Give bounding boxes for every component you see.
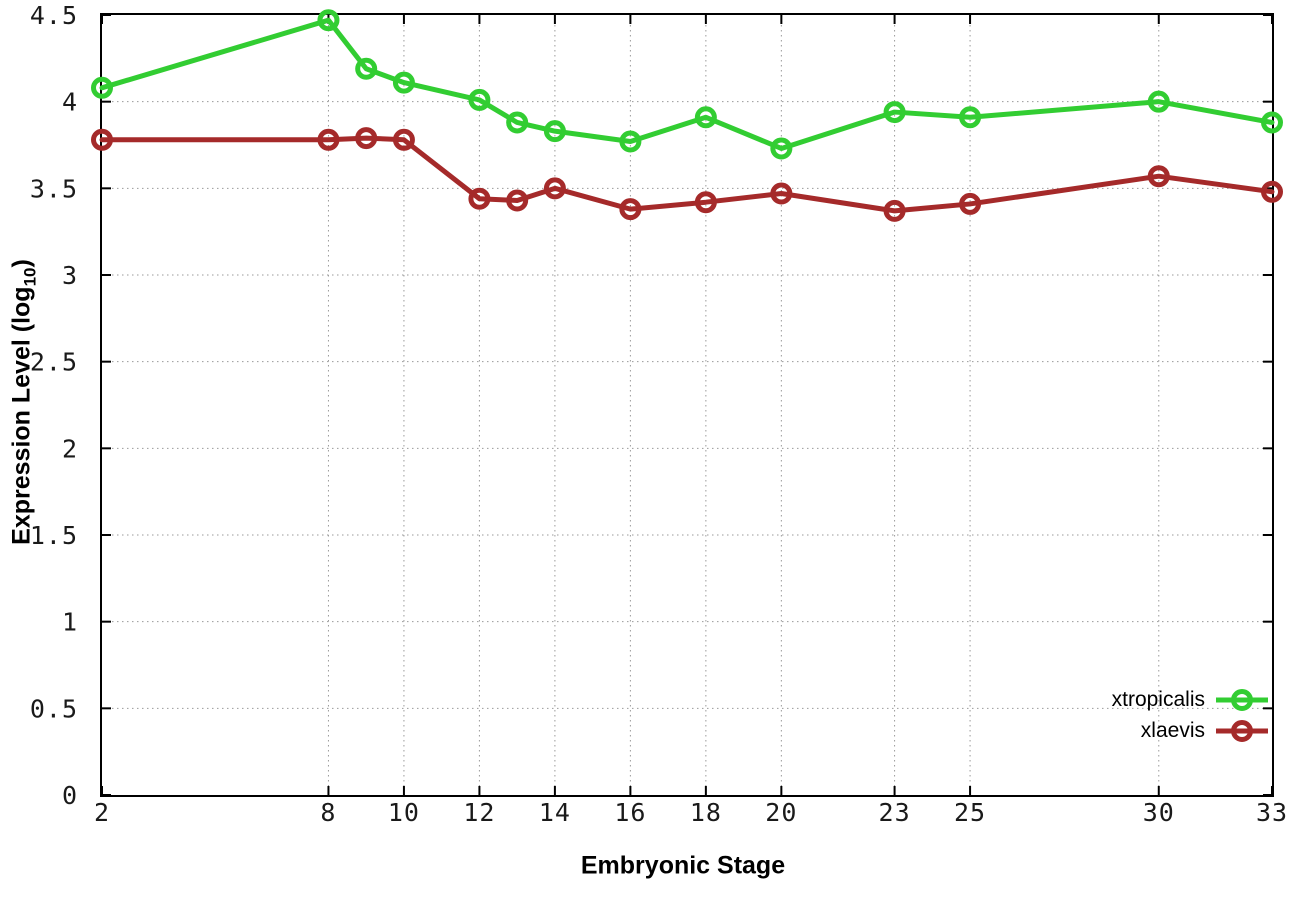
x-tick-label: 14 [539,798,571,827]
x-tick-label: 16 [614,798,646,827]
data-point-xtropicalis [317,9,340,32]
data-point-xlaevis [468,187,491,210]
data-point-xtropicalis [392,71,415,94]
y-tick-label: 4.5 [30,1,78,30]
data-point-xlaevis [317,128,340,151]
x-tick-label: 30 [1143,798,1175,827]
y-tick-label: 3.5 [30,174,78,203]
legend-item-xlaevis: xlaevis [1112,715,1269,746]
data-point-xlaevis [770,182,793,205]
x-tick-label: 25 [954,798,986,827]
x-tick-label: 18 [690,798,722,827]
data-point-xtropicalis [959,106,982,129]
x-tick-label: 12 [463,798,495,827]
y-tick-label: 1.5 [30,521,78,550]
y-tick-label: 2 [62,434,78,463]
series-line-xlaevis [99,135,1275,214]
x-axis-label: Embryonic Stage [580,851,786,880]
x-tick-label: 23 [879,798,911,827]
plot-border [100,13,1274,797]
y-axis-label-close: ) [7,259,36,268]
legend-label: xtropicalis [1111,687,1205,711]
data-point-xtropicalis [619,130,642,153]
data-point-xlaevis [355,127,378,150]
legend-item-xtropicalis: xtropicalis [1112,684,1269,715]
data-point-xlaevis [694,191,717,214]
data-point-xlaevis [619,198,642,221]
data-point-xtropicalis [1147,90,1170,113]
y-tick-label: 4 [62,88,78,117]
data-point-xlaevis [1261,180,1283,203]
y-tick-label: 0.5 [30,694,78,723]
data-point-xtropicalis [1261,111,1283,134]
y-axis-label-text: Expression Level (log [7,286,36,545]
y-tick-label: 1 [62,608,78,637]
line-marker-sample-icon [1216,688,1268,711]
y-tick-label: 0 [62,781,78,810]
data-point-xlaevis [506,189,529,212]
legend-label: xlaevis [1140,718,1205,742]
y-tick-label: 2.5 [30,348,78,377]
data-point-xtropicalis [506,111,529,134]
y-tick-label: 3 [62,261,78,290]
x-tick-label: 10 [388,798,420,827]
x-tick-label: 2 [94,798,110,827]
legend: xtropicalis xlaevis [1112,684,1269,746]
data-point-xtropicalis [91,76,113,99]
data-point-xlaevis [883,199,906,222]
data-point-xtropicalis [543,120,566,143]
y-axis-label: Expression Level (log10) [8,259,41,545]
line-marker-sample-icon [1216,719,1268,742]
x-tick-label: 8 [320,798,336,827]
data-point-xlaevis [392,128,415,151]
series-line-xtropicalis [99,17,1275,151]
data-point-xtropicalis [468,88,491,111]
data-point-xtropicalis [770,137,793,160]
data-point-xtropicalis [883,101,906,124]
data-point-xlaevis [959,192,982,215]
y-axis-label-subscript: 10 [20,267,40,287]
data-point-xtropicalis [355,57,378,80]
x-tick-label: 33 [1256,798,1288,827]
data-point-xlaevis [1147,165,1170,188]
x-tick-label: 20 [765,798,797,827]
data-point-xlaevis [543,177,566,200]
data-point-xlaevis [91,128,113,151]
data-point-xtropicalis [694,106,717,129]
